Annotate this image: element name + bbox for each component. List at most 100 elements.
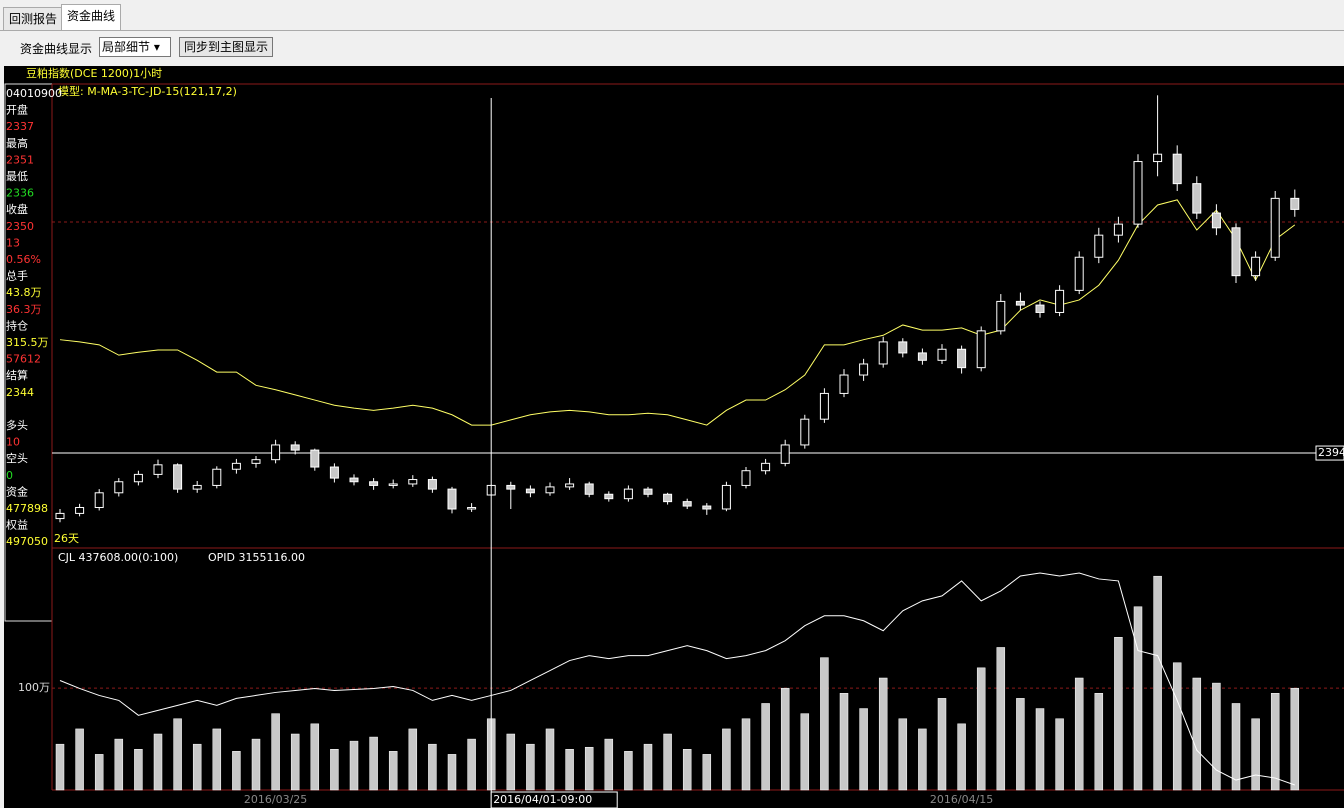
price-marker-label: 2394 xyxy=(1318,446,1344,459)
volume-bar xyxy=(428,743,437,791)
volume-bar xyxy=(604,738,614,791)
candle-body xyxy=(1290,197,1300,210)
info-item: 2350 xyxy=(6,220,34,233)
candle-body xyxy=(192,484,202,490)
candle-body xyxy=(996,300,1006,332)
candle-body xyxy=(447,488,457,510)
tab-active[interactable]: 资金曲线 xyxy=(61,4,122,30)
info-item: 04010900 xyxy=(6,87,62,100)
volume-bar xyxy=(55,743,65,791)
candle-body xyxy=(937,348,947,361)
select[interactable]: 局部细节 ▾ xyxy=(99,37,171,57)
candle-body xyxy=(1172,153,1182,185)
info-item: 收盘 xyxy=(6,202,28,216)
select-value: 局部细节 xyxy=(102,40,151,54)
volume-bar xyxy=(1016,698,1025,791)
info-item: 结算 xyxy=(6,368,28,382)
volume-bar xyxy=(232,751,241,791)
candle-body xyxy=(1055,289,1065,313)
volume-bar xyxy=(75,728,84,791)
chart-background xyxy=(4,66,1344,808)
y-tick-label: 100万 xyxy=(18,681,50,694)
tab[interactable]: 回测报告 xyxy=(3,7,64,31)
info-item: 总手 xyxy=(6,269,28,283)
opid-line xyxy=(59,572,1295,786)
volume-bar xyxy=(192,743,202,791)
volume-bar xyxy=(800,713,810,791)
candle-body xyxy=(565,483,575,488)
volume-bar xyxy=(506,733,516,791)
candle-body xyxy=(859,363,869,376)
volume-bar xyxy=(976,667,986,791)
candle-body xyxy=(114,481,124,494)
volume-bar xyxy=(1192,677,1202,791)
candle-body xyxy=(1211,212,1221,229)
symbol-title: 豆粕指数(DCE 1200)1小时 xyxy=(26,66,162,80)
volume-bar xyxy=(663,733,672,791)
volume-bar xyxy=(1055,718,1064,791)
candle-body xyxy=(173,464,183,490)
volume-bar xyxy=(526,743,535,791)
tab-bar: 回测报告 资金曲线 xyxy=(0,0,1344,31)
chart: 豆粕指数(DCE 1200)1小时 模型: M-MA-3-TC-JD-15(12… xyxy=(4,66,1344,808)
volume-bar xyxy=(251,738,261,791)
volume-bar xyxy=(330,749,339,791)
candle-body xyxy=(506,484,516,490)
candle-body xyxy=(1153,153,1163,163)
info-item: 开盘 xyxy=(6,103,28,117)
button[interactable]: 同步到主图显示 xyxy=(179,37,274,57)
volume-bar xyxy=(173,718,182,791)
info-item: 43.8万 xyxy=(6,286,42,299)
candle-body xyxy=(976,330,986,369)
candle-body xyxy=(310,449,320,468)
volume-bar xyxy=(1270,693,1280,791)
x-tick-label: 2016/04/15 xyxy=(930,793,993,806)
candle-body xyxy=(741,470,751,486)
candle-body xyxy=(1113,223,1123,236)
candle-body xyxy=(369,481,379,486)
candle-body xyxy=(819,392,829,420)
info-item: 477898 xyxy=(6,502,48,515)
volume-bar xyxy=(1074,677,1084,791)
candle-body xyxy=(94,492,104,509)
candle-body xyxy=(721,484,731,510)
volume-bar xyxy=(996,647,1006,791)
candle-body xyxy=(290,444,300,451)
volume-bar xyxy=(369,736,378,791)
info-item: 57612 xyxy=(6,353,41,366)
candle-body xyxy=(1074,256,1084,291)
volume-bar xyxy=(957,723,966,791)
candle-body xyxy=(388,483,398,486)
crosshair-label-box xyxy=(490,791,618,808)
volume-bar xyxy=(94,754,104,791)
info-item: 最高 xyxy=(6,136,28,150)
volume-bar xyxy=(761,703,770,791)
volume-title: CJL 437608.00(0:100) xyxy=(58,551,178,564)
volume-bar xyxy=(349,740,359,791)
candle-body xyxy=(1133,161,1143,225)
candle-body xyxy=(467,507,477,510)
candle-body xyxy=(623,488,633,500)
candle-body xyxy=(761,462,771,472)
candle-body xyxy=(917,352,927,361)
candle-body xyxy=(663,493,673,503)
candle-body xyxy=(1015,300,1025,306)
crosshair-label: 2016/04/01-09:00 xyxy=(493,793,592,806)
volume-bar xyxy=(310,723,320,791)
x-tick-label: 2016/03/25 xyxy=(244,793,307,806)
candle-body xyxy=(1270,197,1280,258)
volume-bar xyxy=(565,749,574,791)
volume-bar xyxy=(467,738,476,791)
info-item: 315.5万 xyxy=(6,336,49,349)
candle-body xyxy=(75,507,85,514)
volume-bar xyxy=(918,728,927,791)
candle-body xyxy=(702,505,712,510)
info-item: 多头 xyxy=(6,418,28,432)
candle-body xyxy=(898,341,908,354)
candle-body xyxy=(525,488,535,494)
volume-bar xyxy=(153,733,163,791)
volume-bar xyxy=(584,746,594,791)
volume-bar xyxy=(1133,606,1143,791)
volume-bar xyxy=(271,713,280,791)
volume-bar xyxy=(878,677,888,791)
